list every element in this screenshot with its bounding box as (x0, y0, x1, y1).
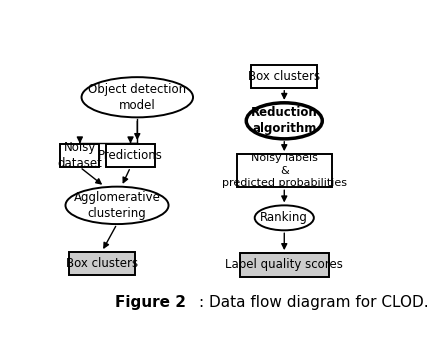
Bar (239, 253, 329, 277)
Bar (106, 144, 155, 167)
Bar (61, 144, 99, 167)
Text: Reduction
algorithm: Reduction algorithm (251, 106, 318, 135)
Ellipse shape (82, 77, 193, 117)
Text: Agglomerative
clustering: Agglomerative clustering (74, 191, 160, 220)
Bar (69, 252, 135, 275)
Text: Box clusters: Box clusters (66, 257, 138, 270)
Text: Predictions: Predictions (98, 149, 163, 162)
Ellipse shape (246, 103, 322, 139)
Text: Noisy
dataset: Noisy dataset (58, 141, 102, 170)
Bar (251, 65, 317, 88)
Text: Noisy labels
&
predicted probabilities: Noisy labels & predicted probabilities (222, 153, 347, 188)
Ellipse shape (65, 186, 169, 224)
Text: Label quality scores: Label quality scores (225, 258, 343, 271)
Text: Box clusters: Box clusters (248, 70, 320, 83)
Text: Figure 2: Figure 2 (115, 295, 186, 310)
Text: : Data flow diagram for CLOD.: : Data flow diagram for CLOD. (199, 295, 428, 310)
Bar (237, 154, 332, 187)
Text: Object detection
model: Object detection model (88, 83, 186, 112)
Text: Ranking: Ranking (260, 211, 308, 224)
Ellipse shape (255, 205, 314, 230)
